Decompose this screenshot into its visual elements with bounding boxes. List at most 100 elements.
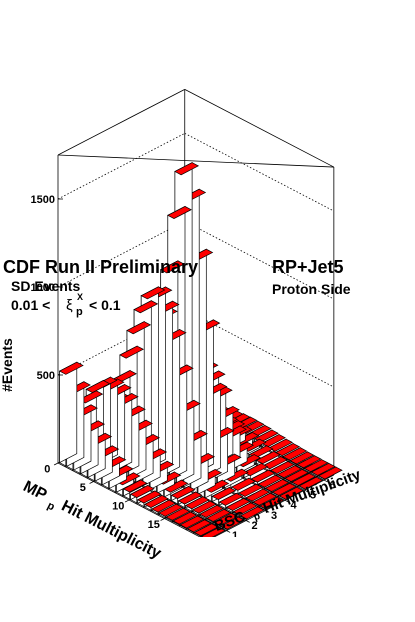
lego-bar [163, 479, 189, 501]
bar-top-face [259, 496, 285, 510]
bar-group [58, 162, 343, 537]
bar-top-face [271, 482, 297, 496]
lego-bar [230, 477, 256, 496]
bar-top-face [225, 498, 251, 511]
mp-tick [124, 499, 130, 503]
bar-top-face [282, 447, 308, 461]
lego-bar [177, 491, 203, 509]
bar-top-face [296, 455, 322, 469]
bar-top-face [303, 459, 329, 473]
chart-title: CDF Run II Preliminary [3, 257, 199, 277]
lego-bar [151, 499, 177, 515]
lego-plot: 50010001500051015200123456 [31, 88, 343, 537]
bar-top-face [165, 507, 191, 521]
mp-tick-label: 0 [44, 464, 50, 476]
bar-top-face [179, 515, 205, 529]
bar-top-face [291, 473, 317, 486]
lego-bar [136, 490, 162, 508]
lego-bar [303, 459, 329, 473]
lego-bar [291, 472, 317, 487]
bar-top-face [151, 499, 177, 513]
bar-top-face [200, 527, 226, 537]
tick-group: 50010001500051015200123456 [31, 194, 336, 537]
bar-top-face [277, 465, 302, 479]
bar-top-face [58, 361, 84, 375]
back-wall-gridline [184, 220, 335, 300]
bar-top-face [119, 345, 145, 359]
xi-subscript: p [76, 306, 83, 318]
bar-top-face [223, 468, 249, 482]
mp-tick [53, 462, 59, 466]
mp-tick [160, 518, 165, 521]
bar-top-face [268, 438, 294, 452]
lego-bar [310, 462, 336, 477]
mp-axis-sub: p [45, 499, 57, 514]
bsc-tick-label: 4 [291, 500, 298, 512]
bsc-tick [226, 530, 231, 533]
lego-bar [264, 478, 290, 493]
bsc-tick-label: 1 [232, 530, 238, 537]
bar-top-face [239, 506, 265, 520]
bar-top-face [262, 456, 288, 470]
side-label: Proton Side [272, 281, 351, 297]
bar-top-face [177, 491, 203, 505]
bar-top-face [232, 502, 258, 516]
bar-top-face [158, 503, 184, 517]
bar-top-face [269, 461, 295, 474]
lego-bar [298, 476, 324, 490]
lego-bar [296, 455, 322, 469]
lego-bar [211, 486, 237, 506]
lego-bar [223, 468, 249, 492]
lego-bar [206, 508, 232, 523]
xi-cut-low: 0.01 < [11, 297, 51, 313]
bar-top-face [159, 260, 185, 274]
bar-top-face [255, 451, 281, 465]
z-axis-label: #Events [0, 338, 15, 392]
bar-top-face [278, 486, 304, 500]
floor-gridline [57, 462, 201, 537]
lego-bar [284, 468, 310, 483]
lego-bar [122, 479, 148, 500]
bar-top-face [140, 286, 166, 300]
bar-top-face [211, 487, 237, 500]
lego-bar [199, 504, 224, 520]
wall-diagonal [57, 154, 334, 168]
lego-bar [144, 494, 169, 511]
z-tick-label: 500 [37, 370, 55, 382]
xi-superscript: X [77, 292, 84, 302]
xi-cut-label: 0.01 < ξ X p < 0.1 [11, 292, 151, 328]
bar-top-face [172, 511, 198, 525]
back-wall-top-edge [184, 88, 335, 168]
lego-bar [252, 492, 278, 507]
lego-bar [191, 500, 217, 516]
lego-bar [317, 466, 343, 480]
bar-top-face [261, 434, 286, 448]
lego-bar [172, 511, 198, 526]
bar-top-face [317, 466, 343, 480]
bar-top-face [257, 474, 283, 488]
bar-top-face [206, 508, 232, 522]
bsc-tick [245, 520, 250, 523]
bar-top-face [243, 463, 269, 477]
bar-top-face [230, 477, 256, 491]
bar-top-face [144, 495, 169, 508]
floor-gridline [213, 474, 335, 537]
lego-bar [259, 496, 285, 511]
left-wall-gridline [57, 132, 185, 200]
bar-top-face [170, 486, 196, 499]
bsc-tick-label: 2 [252, 520, 258, 532]
bar-top-face [184, 496, 210, 510]
bar-top-face [238, 483, 263, 497]
bar-top-face [213, 512, 239, 526]
bsc-tick [265, 510, 270, 513]
left-wall-gridline [57, 220, 185, 288]
bar-top-face [252, 492, 278, 506]
bar-top-face [245, 488, 271, 502]
lego-bar [257, 474, 283, 489]
lego-bar [271, 482, 297, 497]
lego-bar [245, 488, 271, 503]
bar-top-face [218, 492, 244, 506]
event-type-label: SD Events [11, 278, 81, 294]
bar-top-face [264, 479, 290, 492]
lego-bar [232, 502, 258, 517]
